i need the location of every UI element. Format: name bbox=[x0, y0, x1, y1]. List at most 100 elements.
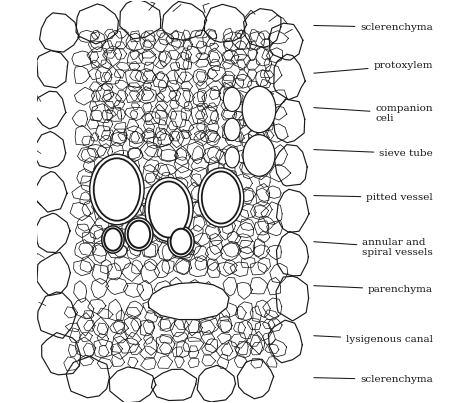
Polygon shape bbox=[107, 108, 122, 121]
Polygon shape bbox=[64, 307, 78, 318]
Polygon shape bbox=[246, 59, 260, 70]
Polygon shape bbox=[239, 111, 252, 126]
Polygon shape bbox=[141, 131, 156, 139]
Polygon shape bbox=[260, 109, 271, 118]
Polygon shape bbox=[141, 88, 154, 101]
Polygon shape bbox=[91, 199, 109, 213]
Polygon shape bbox=[102, 46, 121, 66]
Polygon shape bbox=[144, 259, 157, 271]
Polygon shape bbox=[209, 180, 222, 200]
Polygon shape bbox=[202, 355, 216, 366]
Polygon shape bbox=[73, 260, 92, 276]
Polygon shape bbox=[266, 124, 288, 142]
Polygon shape bbox=[206, 202, 221, 214]
Polygon shape bbox=[260, 70, 273, 78]
Polygon shape bbox=[146, 137, 161, 149]
Polygon shape bbox=[90, 82, 103, 91]
Polygon shape bbox=[246, 89, 261, 100]
Polygon shape bbox=[83, 343, 94, 357]
Polygon shape bbox=[174, 147, 187, 160]
Polygon shape bbox=[91, 278, 109, 299]
Polygon shape bbox=[233, 209, 249, 222]
Ellipse shape bbox=[224, 118, 240, 141]
Text: sieve tube: sieve tube bbox=[314, 149, 433, 158]
Polygon shape bbox=[196, 53, 210, 59]
Polygon shape bbox=[237, 149, 252, 164]
Polygon shape bbox=[167, 81, 180, 92]
Polygon shape bbox=[95, 126, 110, 141]
Polygon shape bbox=[136, 218, 154, 241]
Polygon shape bbox=[255, 321, 273, 341]
Polygon shape bbox=[104, 101, 114, 114]
Ellipse shape bbox=[171, 229, 191, 254]
Polygon shape bbox=[158, 133, 173, 145]
Polygon shape bbox=[145, 311, 158, 322]
Ellipse shape bbox=[90, 154, 144, 225]
Polygon shape bbox=[125, 87, 145, 102]
Polygon shape bbox=[91, 31, 106, 50]
Polygon shape bbox=[239, 125, 259, 143]
Polygon shape bbox=[191, 105, 208, 124]
Ellipse shape bbox=[145, 177, 193, 241]
Polygon shape bbox=[255, 130, 269, 145]
Polygon shape bbox=[112, 129, 127, 143]
Polygon shape bbox=[161, 172, 175, 185]
Polygon shape bbox=[192, 91, 205, 107]
Polygon shape bbox=[153, 297, 171, 318]
Polygon shape bbox=[222, 50, 239, 64]
Polygon shape bbox=[193, 233, 210, 247]
Polygon shape bbox=[237, 283, 252, 299]
Polygon shape bbox=[218, 333, 231, 345]
Polygon shape bbox=[155, 128, 166, 140]
Polygon shape bbox=[145, 145, 162, 157]
Polygon shape bbox=[223, 110, 235, 119]
Polygon shape bbox=[137, 87, 156, 104]
Polygon shape bbox=[222, 125, 239, 140]
Polygon shape bbox=[246, 42, 257, 50]
Polygon shape bbox=[128, 83, 141, 92]
Polygon shape bbox=[262, 91, 273, 99]
Polygon shape bbox=[35, 91, 66, 129]
Polygon shape bbox=[181, 130, 191, 139]
Polygon shape bbox=[203, 29, 217, 47]
Polygon shape bbox=[95, 189, 111, 203]
Polygon shape bbox=[205, 245, 222, 261]
Polygon shape bbox=[225, 189, 237, 204]
Polygon shape bbox=[93, 200, 110, 219]
Polygon shape bbox=[91, 133, 99, 141]
Polygon shape bbox=[238, 320, 253, 339]
Polygon shape bbox=[144, 62, 154, 71]
Polygon shape bbox=[187, 141, 206, 161]
Polygon shape bbox=[255, 300, 270, 318]
Polygon shape bbox=[176, 259, 191, 274]
Polygon shape bbox=[128, 357, 138, 368]
Polygon shape bbox=[158, 319, 171, 330]
Polygon shape bbox=[207, 120, 219, 132]
Polygon shape bbox=[166, 31, 186, 48]
Polygon shape bbox=[72, 51, 91, 66]
Polygon shape bbox=[224, 203, 239, 216]
Polygon shape bbox=[97, 143, 112, 159]
Polygon shape bbox=[117, 109, 126, 119]
Polygon shape bbox=[143, 40, 152, 48]
Polygon shape bbox=[192, 202, 210, 217]
Polygon shape bbox=[187, 332, 201, 341]
Polygon shape bbox=[126, 69, 147, 88]
Polygon shape bbox=[257, 160, 272, 172]
Polygon shape bbox=[189, 225, 203, 244]
Polygon shape bbox=[125, 233, 141, 245]
Polygon shape bbox=[64, 357, 80, 371]
Polygon shape bbox=[206, 214, 223, 228]
Polygon shape bbox=[187, 308, 199, 319]
Polygon shape bbox=[210, 233, 223, 246]
Polygon shape bbox=[142, 49, 155, 58]
Polygon shape bbox=[110, 132, 127, 146]
Polygon shape bbox=[144, 31, 155, 42]
Polygon shape bbox=[192, 146, 203, 164]
Polygon shape bbox=[242, 133, 254, 150]
Polygon shape bbox=[241, 258, 255, 268]
Polygon shape bbox=[216, 149, 233, 164]
Polygon shape bbox=[127, 243, 141, 259]
Polygon shape bbox=[235, 41, 246, 50]
Polygon shape bbox=[170, 62, 180, 71]
